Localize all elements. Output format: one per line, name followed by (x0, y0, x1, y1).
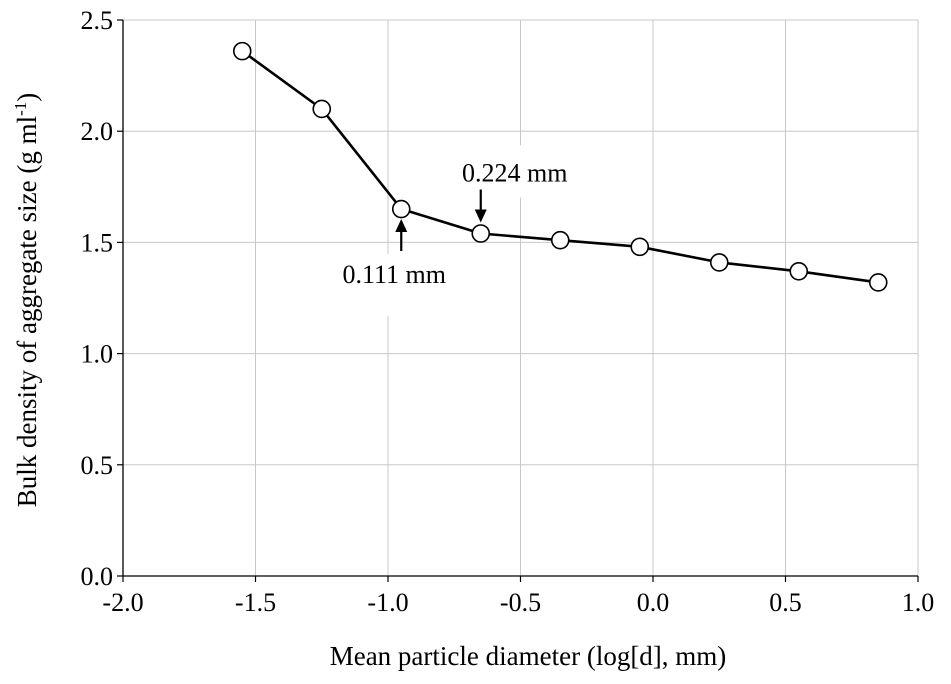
x-tick-label: -2.0 (102, 588, 143, 617)
y-axis-title-suffix: ) (12, 93, 42, 102)
x-tick-label: -0.5 (500, 588, 541, 617)
axes: -2.0 -1.5 -1.0 -0.5 0.0 0.5 1.0 0.0 0.5 1.0 1.5 2.0… (81, 6, 935, 617)
data-point (232, 41, 252, 61)
data-point (550, 230, 570, 250)
gridlines (123, 19, 919, 576)
annotation-arrowhead (395, 219, 408, 233)
y-axis-title-main: Bulk density of aggregate size (g ml (12, 116, 42, 507)
annotation-label: 0.111 mm (342, 260, 446, 289)
data-point (868, 273, 888, 292)
x-tick-label: -1.5 (235, 588, 276, 617)
x-tick-label: 1.0 (902, 588, 935, 617)
y-tick-label: 0.5 (81, 451, 114, 480)
annotation-background (440, 145, 581, 198)
data-point (709, 253, 729, 272)
y-tick-label: 0.0 (81, 562, 114, 591)
series (232, 41, 888, 292)
annotations: 0.111 mm 0.224 mm (342, 159, 567, 290)
y-axis-title: Bulk density of aggregate size (g ml-1) (11, 93, 42, 508)
x-tick-label: 0.5 (769, 588, 802, 617)
axis-labels: Mean particle diameter (log[d], mm) Bulk… (11, 93, 726, 671)
y-tick-label: 2.5 (81, 6, 114, 35)
x-tick-label: 0.0 (637, 588, 670, 617)
x-tick-label: -1.0 (367, 588, 408, 617)
x-axis-title: Mean particle diameter (log[d], mm) (330, 641, 727, 671)
y-tick-label: 1.5 (81, 228, 114, 257)
data-point (789, 262, 809, 281)
y-tick-label: 1.0 (81, 340, 114, 369)
annotation-arrowhead (474, 209, 487, 223)
annotation-label: 0.224 mm (462, 159, 567, 188)
data-point (391, 199, 411, 219)
data-point (471, 224, 491, 243)
data-point (630, 237, 650, 257)
annotation-background (313, 254, 482, 317)
data-point (312, 99, 332, 119)
y-tick-label: 2.0 (81, 117, 114, 146)
y-axis-title-sup: -1 (11, 102, 30, 116)
